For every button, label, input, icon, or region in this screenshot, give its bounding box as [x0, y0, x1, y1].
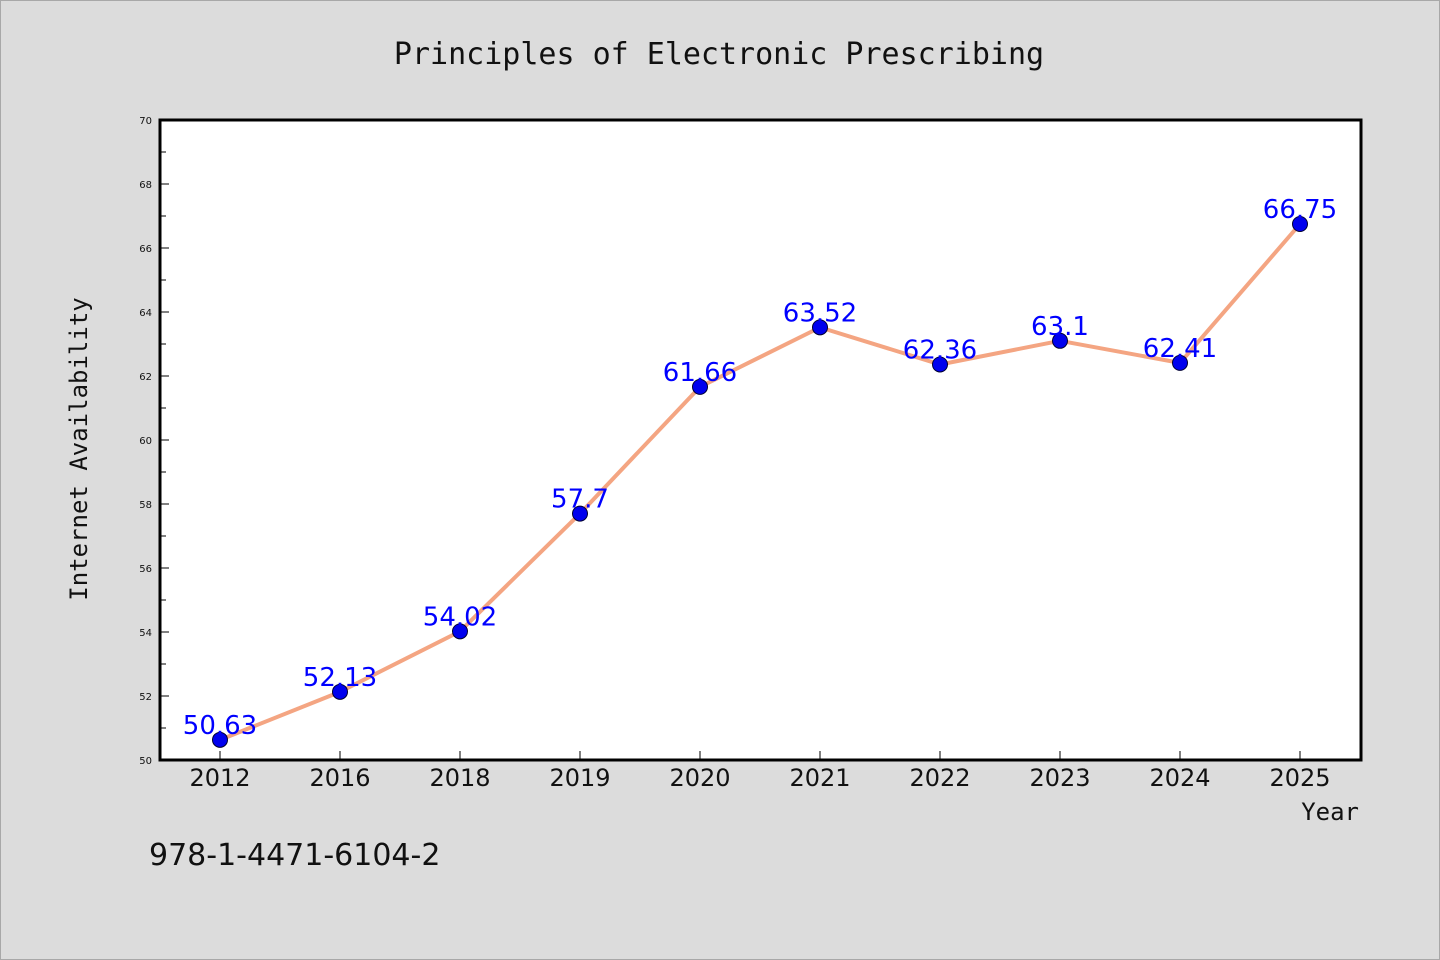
- series-line-group: [219, 222, 1302, 742]
- x-tick-label: 2016: [309, 764, 370, 792]
- y-tick-label: 56: [139, 564, 152, 575]
- data-point: [932, 356, 948, 373]
- data-label: 62.36: [903, 335, 977, 365]
- data-label: 63.1: [1031, 312, 1089, 342]
- y-tick-label: 64: [139, 308, 152, 319]
- x-tick-label: 2020: [669, 764, 730, 792]
- data-label: 52.13: [303, 663, 377, 693]
- x-tick-label: 2022: [909, 764, 970, 792]
- chart-title: Principles of Electronic Prescribing: [394, 37, 1044, 72]
- y-tick-label: 66: [139, 244, 152, 255]
- data-label: 63.52: [783, 298, 857, 328]
- x-tick-label: 2024: [1149, 764, 1210, 792]
- y-tick-label: 60: [139, 436, 152, 447]
- y-tick-label: 52: [139, 692, 152, 703]
- data-label: 54.02: [423, 602, 497, 632]
- x-axis-ticks: 2012 2016 2018 2019 2020 2021 2022 2023 2024 2025: [189, 751, 1331, 792]
- x-tick-label: 2018: [429, 764, 490, 792]
- y-tick-label: 54: [139, 628, 152, 639]
- data-label: 66.75: [1263, 195, 1337, 225]
- data-point: [452, 623, 468, 640]
- y-axis-ticks: 50 52 54 56 58 60 62 64 66 68 70: [139, 116, 169, 767]
- x-tick-label: 2019: [549, 764, 610, 792]
- x-tick-label: 2021: [789, 764, 850, 792]
- y-tick-label: 50: [139, 756, 152, 767]
- data-point: [1292, 216, 1308, 232]
- x-tick-label: 2023: [1029, 764, 1090, 792]
- data-point: [572, 505, 588, 522]
- x-tick-label: 2025: [1269, 764, 1330, 792]
- y-axis-title: Internet Availability: [65, 297, 93, 600]
- data-label: 57.7: [551, 485, 609, 515]
- y-tick-label: 58: [139, 500, 152, 511]
- data-label: 62.41: [1143, 334, 1217, 364]
- data-point: [332, 683, 348, 700]
- data-points: [212, 216, 1308, 748]
- data-point: [1172, 354, 1188, 371]
- y-tick-label: 68: [139, 180, 152, 191]
- data-label: 61.66: [663, 358, 737, 388]
- data-point: [1052, 332, 1068, 349]
- y-tick-label: 70: [139, 116, 152, 127]
- plot-area: [158, 118, 1363, 762]
- data-point: [692, 378, 708, 395]
- isbn-footnote: 978-1-4471-6104-2: [149, 838, 440, 873]
- x-axis-title: Year: [1301, 798, 1359, 826]
- x-tick-label: 2012: [189, 764, 250, 792]
- data-label: 50.63: [183, 711, 257, 741]
- data-point: [212, 731, 228, 748]
- data-point: [812, 319, 828, 336]
- y-tick-label: 62: [139, 372, 152, 383]
- data-labels: 50.63 52.13 54.02 57.7 61.66 63.52 62.36 63.1 62…: [183, 195, 1337, 741]
- series-line: [219, 222, 1302, 742]
